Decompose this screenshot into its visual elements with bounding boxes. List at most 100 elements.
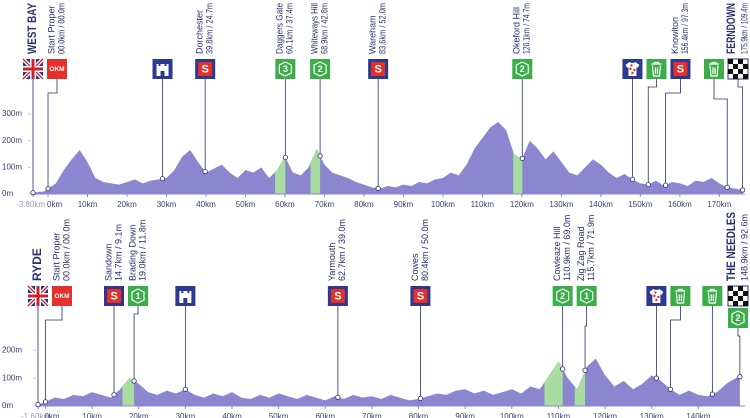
jersey-dot bbox=[655, 298, 658, 302]
icon-text: 1 bbox=[136, 291, 141, 301]
x-tick-label: 50km bbox=[236, 200, 256, 209]
waypoint-point bbox=[282, 154, 288, 161]
waypoint-leader bbox=[647, 79, 657, 185]
x-tick-label: 100km bbox=[431, 200, 455, 209]
waypoint-name: Start Proper bbox=[46, 5, 56, 54]
x-tick-label: 160km bbox=[668, 200, 692, 209]
waypoint-point bbox=[667, 386, 673, 392]
waypoint-point bbox=[131, 378, 137, 384]
icon-text: S bbox=[202, 63, 209, 75]
waypoint-point bbox=[45, 186, 51, 192]
waypoint-name: Brading Down bbox=[127, 224, 137, 281]
waypoint-point bbox=[335, 394, 341, 400]
sprint-inner bbox=[413, 289, 428, 303]
waypoint-name: Cowleaze Hill bbox=[552, 226, 562, 281]
x-tick-label: 140km bbox=[686, 412, 710, 418]
waypoint-leader bbox=[45, 306, 63, 402]
waypoint-leader bbox=[669, 306, 681, 390]
kom-badge bbox=[580, 288, 594, 304]
icon-text: S bbox=[334, 290, 341, 302]
climb-segment bbox=[122, 358, 135, 406]
waypoint-point bbox=[709, 391, 715, 397]
icon-bin bbox=[704, 59, 724, 79]
x-tick-label: 30km bbox=[176, 412, 196, 418]
x-tick-label: 0km bbox=[44, 412, 59, 418]
waypoint-leader bbox=[665, 79, 681, 186]
icon-kom: 2 bbox=[728, 308, 748, 328]
y-tick-label: 100m bbox=[2, 162, 22, 171]
x-tick-label: 20km bbox=[129, 412, 149, 418]
bin-shape bbox=[707, 288, 718, 304]
icon-kom: 3 bbox=[275, 59, 296, 79]
x-tick-label: 80km bbox=[354, 200, 374, 209]
waypoint-point bbox=[42, 399, 49, 405]
finish-cell bbox=[738, 59, 743, 64]
waypoint-name: Sandown bbox=[103, 243, 113, 281]
waypoint-point bbox=[317, 153, 323, 159]
waypoint-detail: 14.7km / 9.1m bbox=[113, 224, 123, 281]
x-tick-label: 90km bbox=[455, 412, 475, 418]
icon-text: 3 bbox=[283, 64, 288, 74]
finish-cell bbox=[728, 69, 733, 74]
jersey-dot bbox=[630, 64, 633, 67]
waypoint-detail: 110.9km / 69.0m bbox=[562, 215, 572, 281]
waypoint-detail: 00.0km / 00.0m bbox=[61, 219, 71, 281]
finish-cell bbox=[733, 74, 738, 79]
y-tick-label: 200m bbox=[2, 345, 22, 354]
icon-kom: 1 bbox=[576, 286, 597, 306]
icon-text: 2 bbox=[735, 313, 740, 323]
jersey-shape bbox=[625, 62, 640, 76]
castle-shape bbox=[179, 291, 192, 303]
sprint-inner bbox=[107, 289, 122, 303]
waypoint-leader bbox=[133, 306, 139, 381]
x-tick-label: -1.60km bbox=[21, 412, 50, 418]
y-tick-label: 100m bbox=[2, 373, 22, 382]
x-tick-label: 120km bbox=[593, 412, 617, 418]
icon-sprint: S bbox=[670, 59, 691, 79]
x-tick-label: 130km bbox=[640, 412, 664, 418]
x-tick-label: 170km bbox=[707, 200, 731, 209]
bin-shape bbox=[651, 61, 662, 77]
waypoint-name: WEST BAY bbox=[25, 3, 39, 54]
x-tick-label: 40km bbox=[196, 200, 216, 209]
castle-shape bbox=[156, 64, 169, 76]
kom-badge bbox=[313, 61, 327, 77]
waypoint-point bbox=[375, 185, 381, 191]
waypoint-name: Dorchester bbox=[195, 10, 205, 54]
icon-text: 2 bbox=[560, 291, 565, 301]
waypoint-point bbox=[653, 375, 659, 381]
waypoint-detail: 83.6km / 52.0m bbox=[378, 3, 388, 54]
finish-cell bbox=[743, 291, 748, 296]
waypoint-name: Start Proper bbox=[51, 232, 61, 281]
x-tick-label: 130km bbox=[549, 200, 573, 209]
kom-badge bbox=[556, 288, 570, 304]
jersey-dot bbox=[654, 291, 657, 294]
icon-sprint: S bbox=[368, 59, 389, 79]
waypoint-point bbox=[35, 402, 41, 408]
x-tick-label: 30km bbox=[157, 200, 177, 209]
bin-shape bbox=[675, 288, 686, 304]
waypoint-detail: 148.9km / 92.6m bbox=[739, 214, 749, 281]
waypoint-point bbox=[202, 169, 208, 175]
waypoint-point bbox=[159, 176, 166, 182]
y-tick-label: 300m bbox=[2, 109, 22, 118]
x-tick-label: 90km bbox=[394, 200, 414, 209]
x-tick-label: 80km bbox=[409, 412, 429, 418]
icon-bin bbox=[646, 59, 667, 79]
waypoint-point bbox=[417, 395, 424, 402]
x-tick-label: 120km bbox=[510, 200, 534, 209]
icon-text: S bbox=[677, 63, 684, 75]
x-tick-label: 110km bbox=[471, 200, 495, 209]
x-tick-label: 40km bbox=[222, 412, 242, 418]
x-tick-label: 10km bbox=[82, 412, 102, 418]
elevation-area bbox=[33, 122, 743, 194]
waypoint-name: Knowlton bbox=[670, 17, 680, 54]
x-tick-label: 70km bbox=[362, 412, 382, 418]
climb-segment bbox=[310, 122, 321, 194]
icon-flag bbox=[26, 284, 50, 308]
waypoint-detail: 60.1km / 37.4m bbox=[285, 3, 295, 54]
icon-sprint: S bbox=[410, 286, 431, 306]
icon-kom: 1 bbox=[128, 286, 149, 306]
waypoint-name: Yarmouth bbox=[327, 243, 337, 281]
